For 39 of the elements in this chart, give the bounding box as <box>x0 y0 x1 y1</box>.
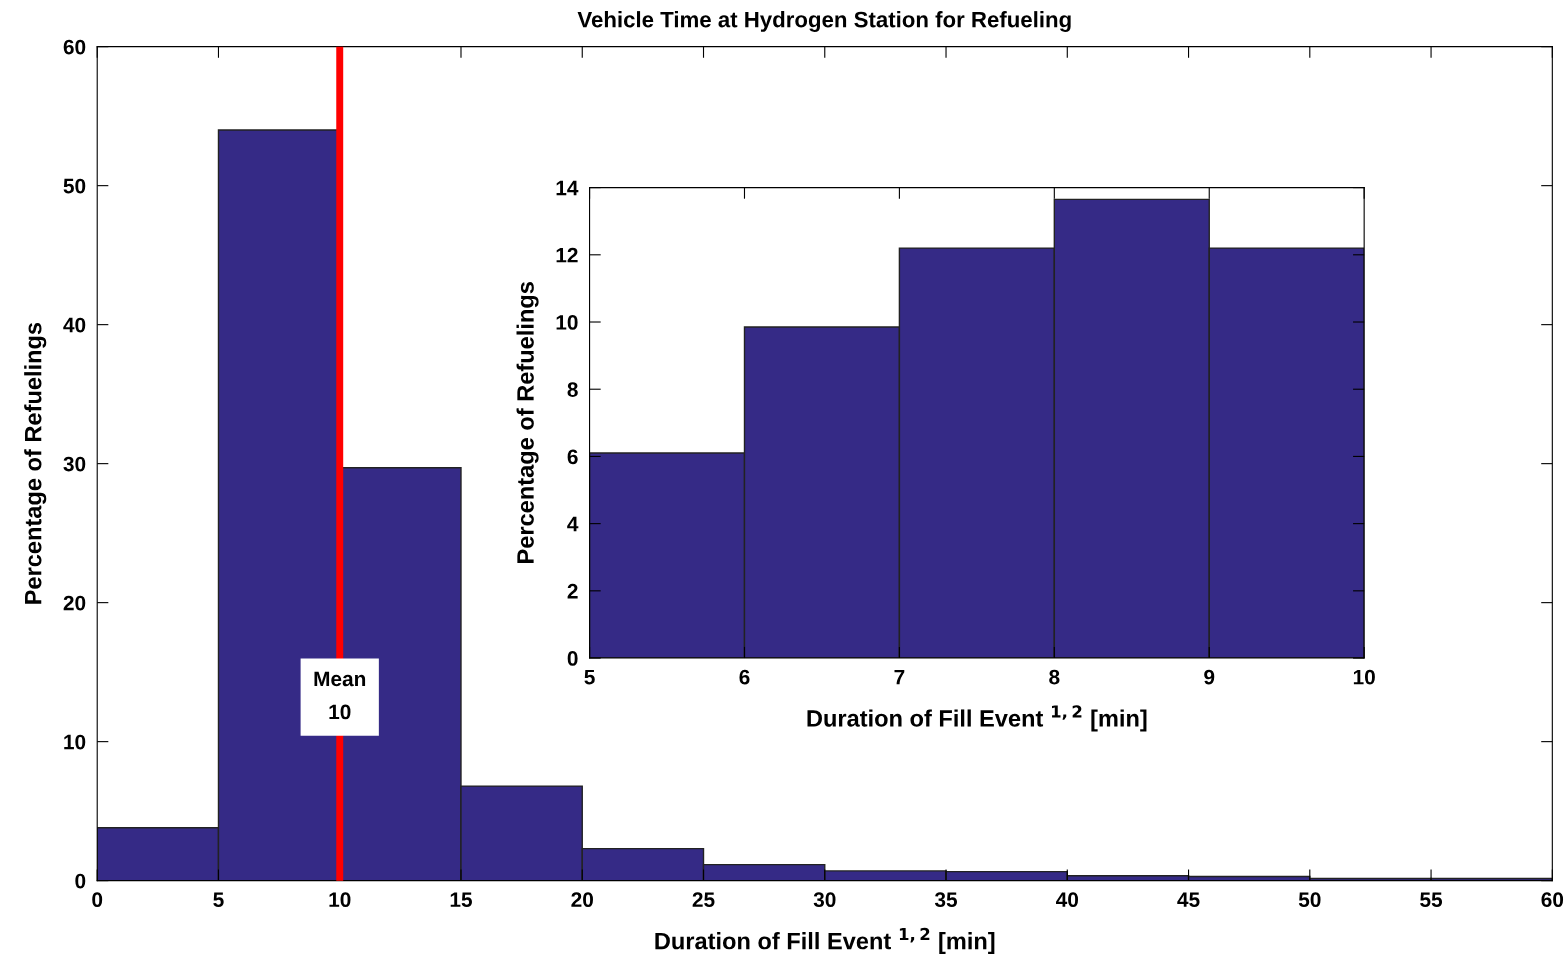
x-axis-title: Duration of Fill Event $^{1,2}$ [min] <box>655 927 995 955</box>
x-tick-label: 8 <box>1049 669 1060 685</box>
y-axis-title: Percentage of Refuelings <box>24 322 47 604</box>
y-tick-label: 60 <box>63 39 86 55</box>
x-tick-label: 50 <box>1298 892 1321 908</box>
ref-line-label: Mean 10 <box>314 671 366 720</box>
y-tick-label: 20 <box>63 595 86 611</box>
x-tick-label: 6 <box>739 669 750 685</box>
x-tick-label: 15 <box>450 892 472 908</box>
x-tick-label: 35 <box>934 892 958 908</box>
y-tick-label: 10 <box>64 734 86 750</box>
y-axis-title: Percentage of Refuelings <box>516 282 539 563</box>
x-tick-label: 60 <box>1541 892 1564 908</box>
chart-title: Vehicle Time at Hydrogen Station for Refueling <box>577 11 1071 32</box>
y-tick-label: 14 <box>556 180 579 196</box>
y-tick-label: 10 <box>556 315 578 330</box>
y-tick-label: 2 <box>567 583 578 599</box>
y-tick-label: 0 <box>567 651 578 666</box>
y-tick-label: 40 <box>63 317 86 333</box>
y-tick-label: 4 <box>567 516 579 532</box>
y-tick-label: 30 <box>63 456 86 472</box>
x-tick-label: 30 <box>813 892 836 908</box>
y-tick-label: 6 <box>567 449 578 465</box>
y-tick-label: 8 <box>567 382 578 397</box>
x-tick-label: 10 <box>1353 669 1375 685</box>
y-tick-label: 0 <box>75 873 86 889</box>
y-tick-label: 12 <box>556 247 578 263</box>
x-tick-label: 10 <box>329 892 351 908</box>
x-tick-label: 5 <box>213 892 224 908</box>
x-tick-label: 55 <box>1420 892 1443 908</box>
x-axis-title: Duration of Fill Event $^{1,2}$ [min] <box>807 705 1147 732</box>
x-tick-label: 40 <box>1056 892 1079 908</box>
x-tick-label: 5 <box>584 669 595 685</box>
x-tick-label: 9 <box>1204 669 1215 685</box>
x-tick-label: 25 <box>692 892 715 908</box>
x-tick-label: 7 <box>894 669 905 685</box>
y-tick-label: 50 <box>63 178 86 194</box>
x-tick-label: 0 <box>92 892 103 908</box>
x-tick-label: 45 <box>1177 892 1200 908</box>
